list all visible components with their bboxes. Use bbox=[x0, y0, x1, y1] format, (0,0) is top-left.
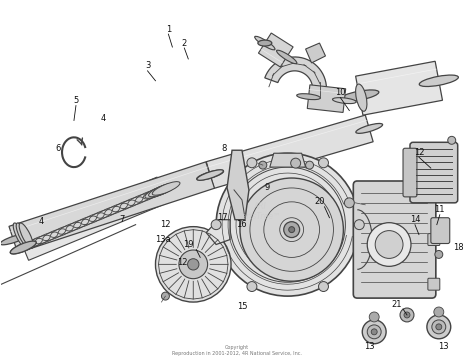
Circle shape bbox=[435, 251, 443, 258]
Polygon shape bbox=[265, 57, 327, 89]
Circle shape bbox=[434, 307, 444, 317]
Text: 13a: 13a bbox=[155, 235, 171, 244]
Circle shape bbox=[155, 227, 231, 302]
Circle shape bbox=[367, 223, 411, 266]
Polygon shape bbox=[18, 177, 168, 260]
Circle shape bbox=[432, 320, 446, 334]
Polygon shape bbox=[306, 43, 326, 63]
Text: 12: 12 bbox=[177, 258, 188, 267]
Circle shape bbox=[371, 329, 377, 335]
FancyBboxPatch shape bbox=[403, 148, 417, 197]
Circle shape bbox=[448, 136, 456, 144]
Text: 1: 1 bbox=[166, 25, 171, 34]
Circle shape bbox=[247, 158, 257, 168]
Polygon shape bbox=[270, 153, 306, 167]
Circle shape bbox=[404, 312, 410, 318]
Circle shape bbox=[362, 320, 386, 344]
Circle shape bbox=[162, 292, 169, 300]
Circle shape bbox=[319, 158, 328, 168]
Ellipse shape bbox=[13, 223, 27, 248]
FancyBboxPatch shape bbox=[428, 189, 440, 201]
FancyBboxPatch shape bbox=[353, 181, 436, 298]
Circle shape bbox=[345, 198, 354, 208]
Circle shape bbox=[240, 178, 343, 281]
Circle shape bbox=[306, 161, 313, 169]
Circle shape bbox=[247, 282, 257, 291]
Ellipse shape bbox=[152, 182, 180, 195]
Text: 11: 11 bbox=[435, 205, 445, 214]
Ellipse shape bbox=[0, 234, 27, 245]
FancyBboxPatch shape bbox=[428, 233, 440, 245]
FancyBboxPatch shape bbox=[410, 142, 458, 203]
Polygon shape bbox=[206, 115, 373, 188]
Text: 16: 16 bbox=[236, 220, 246, 229]
Ellipse shape bbox=[255, 36, 275, 50]
Ellipse shape bbox=[148, 183, 176, 197]
Circle shape bbox=[188, 259, 199, 270]
Text: 17: 17 bbox=[217, 213, 228, 222]
Polygon shape bbox=[227, 150, 249, 220]
Text: 9: 9 bbox=[264, 184, 269, 193]
Text: 20: 20 bbox=[314, 197, 325, 206]
Polygon shape bbox=[307, 85, 346, 113]
Text: 4: 4 bbox=[38, 217, 44, 226]
Text: 5: 5 bbox=[73, 96, 79, 105]
Circle shape bbox=[291, 158, 301, 168]
Circle shape bbox=[216, 153, 359, 296]
Text: 21: 21 bbox=[392, 299, 402, 308]
Text: 10: 10 bbox=[335, 88, 346, 97]
Text: 7: 7 bbox=[119, 215, 124, 224]
Circle shape bbox=[259, 161, 267, 169]
Circle shape bbox=[367, 325, 381, 339]
Ellipse shape bbox=[340, 90, 379, 101]
Circle shape bbox=[319, 282, 328, 291]
Ellipse shape bbox=[356, 84, 367, 111]
Text: 12: 12 bbox=[160, 220, 171, 229]
Ellipse shape bbox=[16, 223, 30, 248]
Text: 6: 6 bbox=[55, 144, 61, 153]
Polygon shape bbox=[258, 33, 293, 67]
Circle shape bbox=[289, 227, 295, 233]
Text: 2: 2 bbox=[182, 39, 187, 47]
Circle shape bbox=[375, 231, 403, 258]
FancyBboxPatch shape bbox=[431, 218, 450, 244]
Circle shape bbox=[436, 324, 442, 330]
Polygon shape bbox=[206, 220, 230, 244]
Ellipse shape bbox=[356, 123, 383, 133]
Ellipse shape bbox=[19, 223, 33, 248]
Ellipse shape bbox=[197, 170, 223, 180]
Text: 13: 13 bbox=[438, 342, 449, 351]
Text: 13: 13 bbox=[364, 342, 374, 351]
Ellipse shape bbox=[10, 241, 36, 254]
FancyBboxPatch shape bbox=[428, 278, 440, 290]
Ellipse shape bbox=[145, 185, 173, 198]
Polygon shape bbox=[356, 61, 442, 115]
Ellipse shape bbox=[419, 75, 458, 87]
Ellipse shape bbox=[276, 50, 297, 64]
Text: 4: 4 bbox=[100, 114, 105, 123]
Circle shape bbox=[354, 220, 364, 230]
Text: 19: 19 bbox=[183, 240, 193, 249]
Circle shape bbox=[427, 315, 451, 339]
Text: 12: 12 bbox=[414, 148, 424, 157]
Circle shape bbox=[400, 308, 414, 322]
Polygon shape bbox=[9, 162, 215, 253]
Text: 8: 8 bbox=[221, 144, 227, 153]
Circle shape bbox=[369, 312, 379, 322]
Ellipse shape bbox=[332, 98, 356, 104]
Text: 3: 3 bbox=[145, 62, 150, 70]
Text: 18: 18 bbox=[453, 243, 464, 252]
Ellipse shape bbox=[197, 170, 224, 180]
Text: 15: 15 bbox=[237, 302, 247, 311]
Circle shape bbox=[284, 222, 300, 237]
Text: Copyright
Reproduction in 2001-2012, 4R National Service, Inc.: Copyright Reproduction in 2001-2012, 4R … bbox=[172, 345, 302, 356]
Text: ARI
PartsTree™: ARI PartsTree™ bbox=[238, 202, 282, 222]
Ellipse shape bbox=[297, 94, 320, 100]
Ellipse shape bbox=[258, 40, 272, 46]
Text: 14: 14 bbox=[410, 215, 420, 224]
Circle shape bbox=[211, 220, 221, 230]
Circle shape bbox=[179, 250, 208, 279]
